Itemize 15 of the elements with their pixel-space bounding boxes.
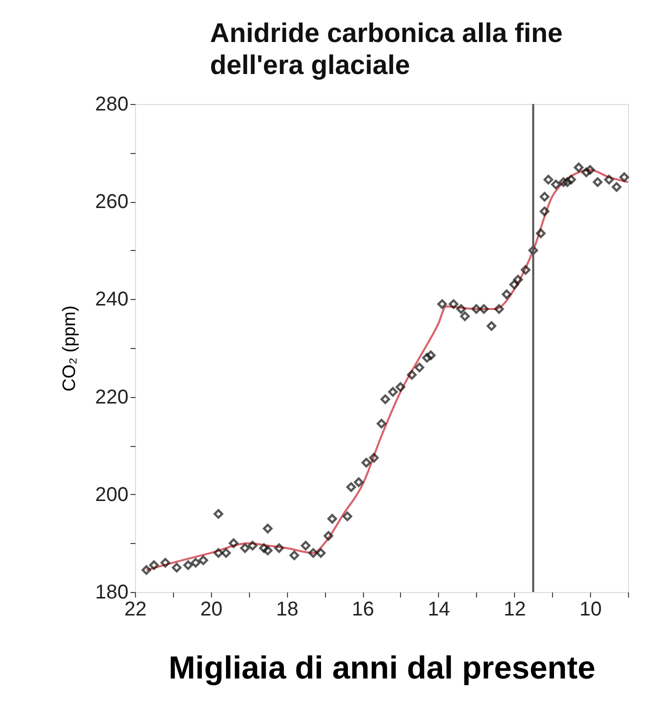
x-tick-label: 10: [579, 598, 602, 620]
x-axis-title: Migliaia di anni dal presente: [168, 650, 596, 686]
y-tick-label: 200: [95, 484, 128, 506]
x-tick-label: 20: [200, 598, 222, 620]
y-tick-label: 280: [95, 94, 128, 116]
x-tick-label: 22: [124, 598, 147, 620]
x-tick-label: 14: [428, 598, 450, 620]
y-tick-label: 260: [95, 191, 128, 214]
chart-title: Anidride carbonica alla fine dell'era glaciale: [210, 18, 563, 80]
x-tick-label: 16: [352, 598, 374, 620]
x-tick-label: 18: [276, 598, 298, 620]
x-tick-label: 12: [504, 598, 526, 620]
y-tick-label: 220: [95, 386, 128, 408]
y-tick-label: 240: [95, 288, 128, 311]
y-axis-title: CO₂ (ppm): [59, 306, 80, 392]
